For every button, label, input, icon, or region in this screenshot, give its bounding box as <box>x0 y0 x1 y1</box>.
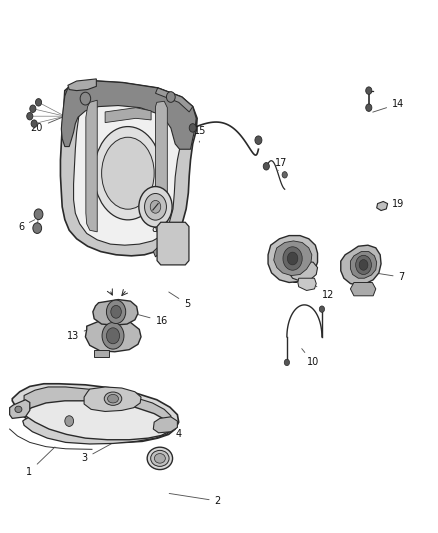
Polygon shape <box>288 261 318 281</box>
Polygon shape <box>350 252 377 278</box>
Text: 3: 3 <box>81 443 111 463</box>
Circle shape <box>366 87 372 94</box>
Circle shape <box>102 322 124 349</box>
Text: 19: 19 <box>378 199 404 209</box>
Polygon shape <box>377 201 388 211</box>
Polygon shape <box>94 350 109 357</box>
Text: 1: 1 <box>26 447 55 477</box>
Circle shape <box>80 92 91 105</box>
Text: 16: 16 <box>136 314 168 326</box>
Circle shape <box>31 120 37 127</box>
Polygon shape <box>274 241 312 276</box>
Polygon shape <box>21 401 171 440</box>
Circle shape <box>319 306 325 312</box>
Circle shape <box>255 136 262 144</box>
Text: 11: 11 <box>292 275 304 285</box>
Polygon shape <box>12 384 179 442</box>
Circle shape <box>166 92 175 102</box>
Ellipse shape <box>151 450 169 466</box>
Polygon shape <box>268 236 318 282</box>
Ellipse shape <box>15 406 22 413</box>
Text: 15: 15 <box>194 126 206 142</box>
Ellipse shape <box>154 454 166 463</box>
Polygon shape <box>24 387 171 437</box>
Polygon shape <box>74 97 182 245</box>
Polygon shape <box>155 88 193 112</box>
Polygon shape <box>350 282 376 296</box>
Circle shape <box>139 187 172 227</box>
Circle shape <box>287 252 298 265</box>
Circle shape <box>30 105 36 112</box>
Polygon shape <box>60 81 197 256</box>
Circle shape <box>34 209 43 220</box>
Polygon shape <box>153 225 184 257</box>
Text: 4: 4 <box>143 424 181 439</box>
Polygon shape <box>157 222 189 265</box>
Circle shape <box>366 104 372 111</box>
Text: 17: 17 <box>275 158 287 171</box>
Polygon shape <box>86 100 97 232</box>
Text: 8: 8 <box>151 217 157 234</box>
Polygon shape <box>84 387 141 411</box>
Circle shape <box>263 163 269 170</box>
Polygon shape <box>93 300 138 325</box>
Text: 10: 10 <box>302 349 319 367</box>
Circle shape <box>35 99 42 106</box>
Circle shape <box>145 193 166 220</box>
Circle shape <box>282 172 287 178</box>
Polygon shape <box>153 417 177 433</box>
Text: 12: 12 <box>315 286 334 300</box>
Text: 14: 14 <box>373 99 404 112</box>
Circle shape <box>189 124 196 132</box>
Polygon shape <box>155 101 167 232</box>
Ellipse shape <box>102 137 154 209</box>
Circle shape <box>106 328 120 344</box>
Text: 20: 20 <box>31 117 62 133</box>
Ellipse shape <box>108 394 118 403</box>
Circle shape <box>106 300 126 324</box>
Circle shape <box>283 247 302 270</box>
Polygon shape <box>105 108 151 123</box>
Polygon shape <box>341 245 381 285</box>
Circle shape <box>359 260 368 270</box>
Text: 7: 7 <box>377 272 405 282</box>
Polygon shape <box>23 407 171 444</box>
Text: 6: 6 <box>18 220 35 231</box>
Text: 13: 13 <box>67 329 89 341</box>
Circle shape <box>356 255 371 274</box>
Circle shape <box>27 112 33 120</box>
Circle shape <box>33 223 42 233</box>
Circle shape <box>150 200 161 213</box>
Polygon shape <box>61 81 196 149</box>
Polygon shape <box>298 278 316 290</box>
Ellipse shape <box>94 126 162 220</box>
Circle shape <box>111 305 121 318</box>
Polygon shape <box>85 320 141 352</box>
Text: 18: 18 <box>169 241 181 258</box>
Polygon shape <box>10 400 30 418</box>
Polygon shape <box>68 79 96 91</box>
Ellipse shape <box>104 392 122 405</box>
Text: 2: 2 <box>169 494 221 506</box>
Ellipse shape <box>147 447 173 470</box>
Circle shape <box>65 416 74 426</box>
Text: 5: 5 <box>169 292 190 309</box>
Circle shape <box>284 359 290 366</box>
